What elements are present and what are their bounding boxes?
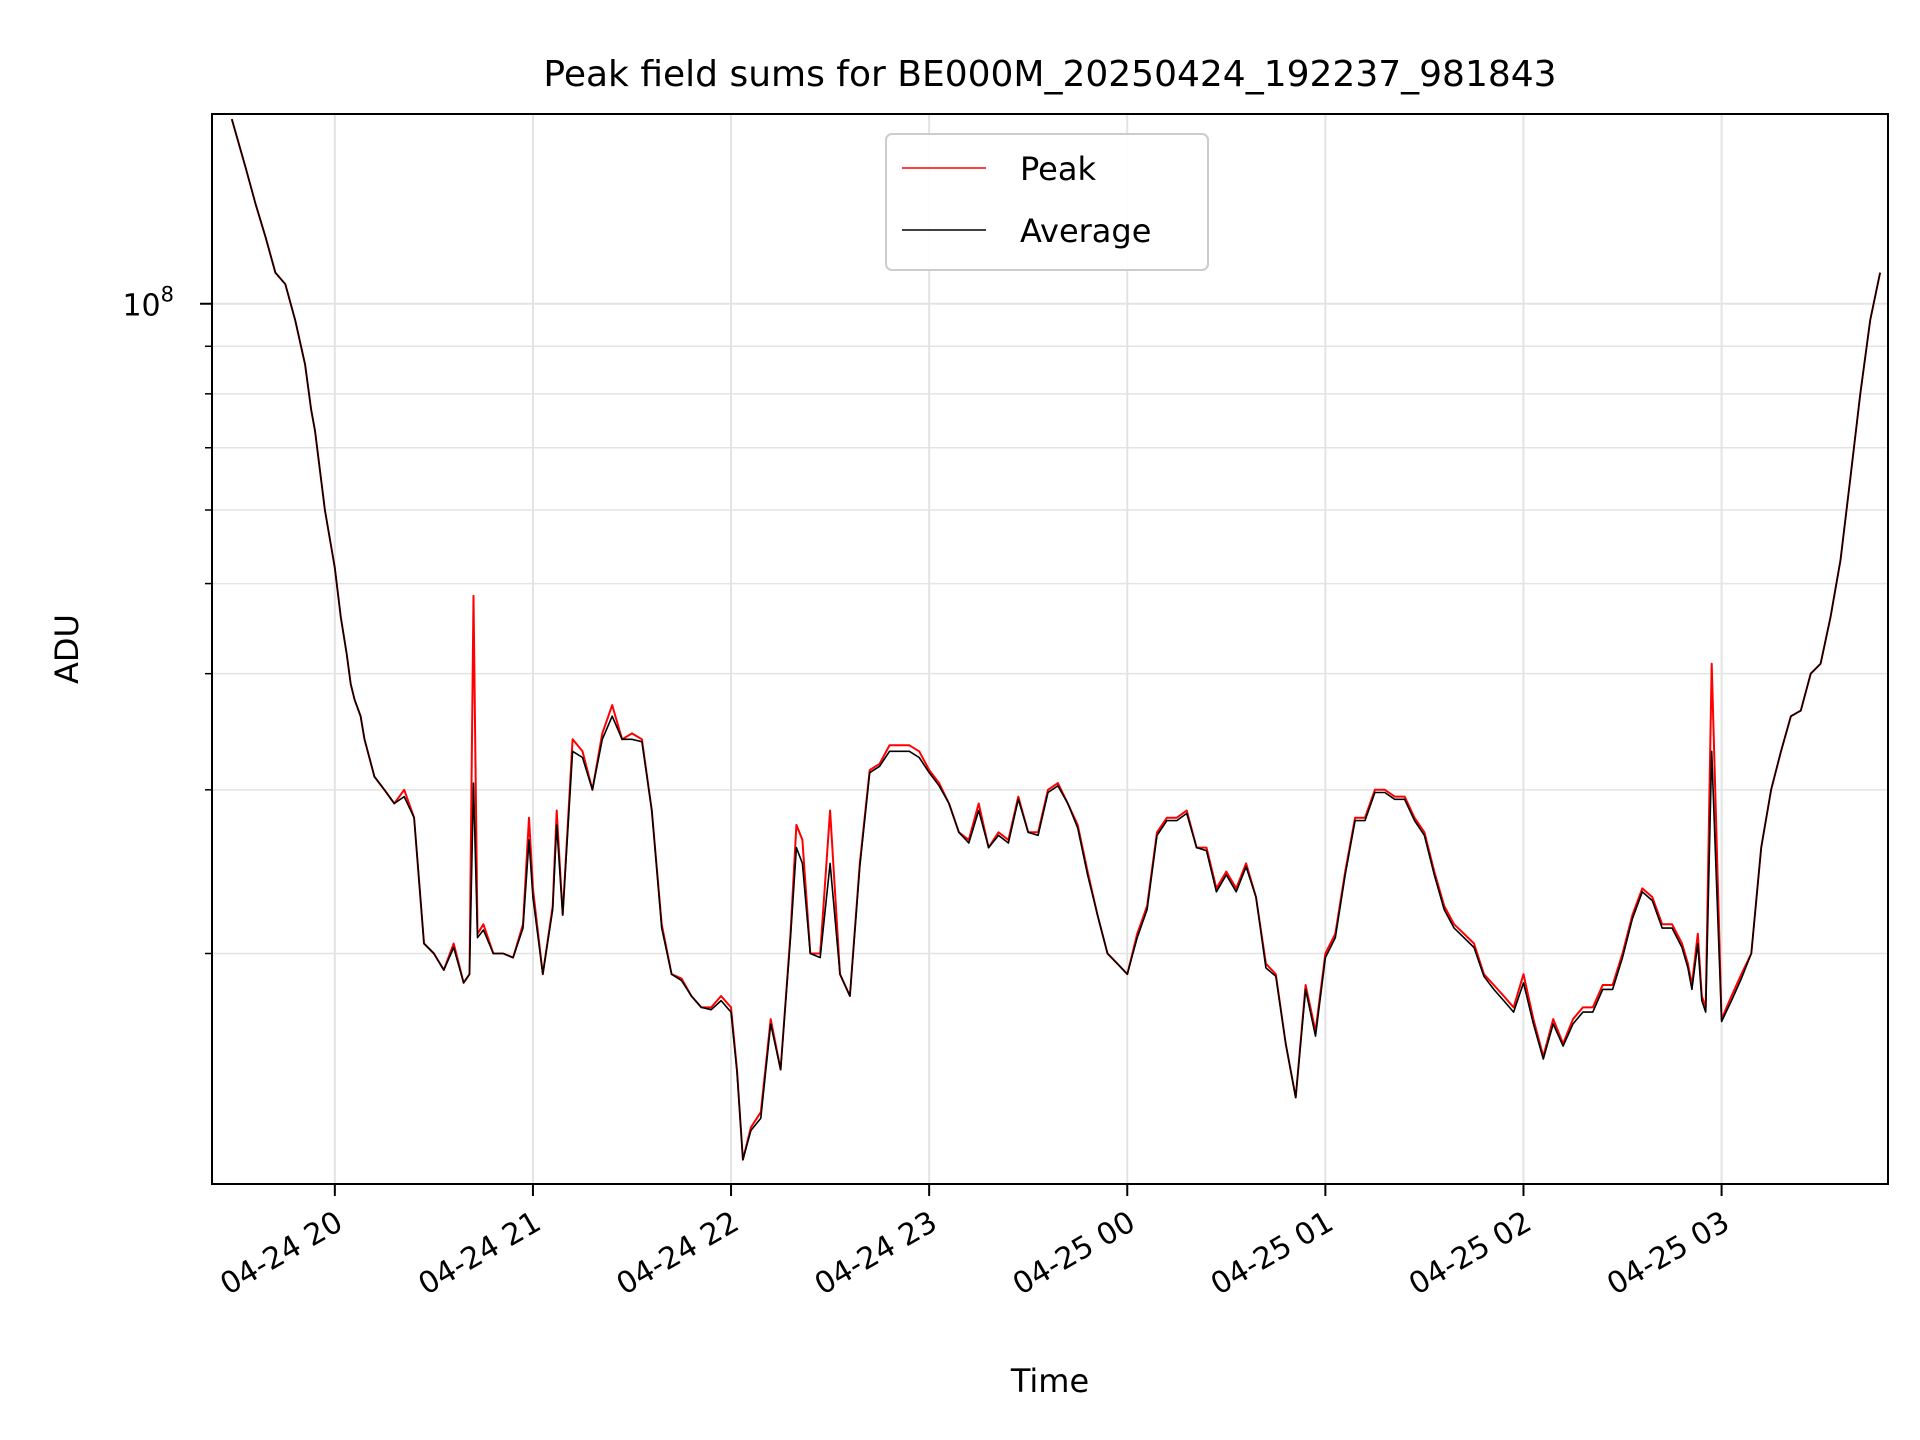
plot-frame [211, 113, 1889, 1185]
grid [212, 114, 1888, 1184]
x-axis-label: Time [1010, 1362, 1089, 1400]
legend: Peak Average [885, 133, 1209, 271]
series-layer [230, 118, 1882, 1161]
y-tick-label: 108 [122, 283, 174, 324]
chart-title: Peak field sums for BE000M_20250424_1922… [543, 54, 1556, 95]
legend-label-peak: Peak [1020, 150, 1096, 188]
y-axis-label: ADU [48, 614, 86, 684]
legend-label-average: Average [1020, 212, 1151, 250]
series-line-average [231, 118, 1881, 1161]
